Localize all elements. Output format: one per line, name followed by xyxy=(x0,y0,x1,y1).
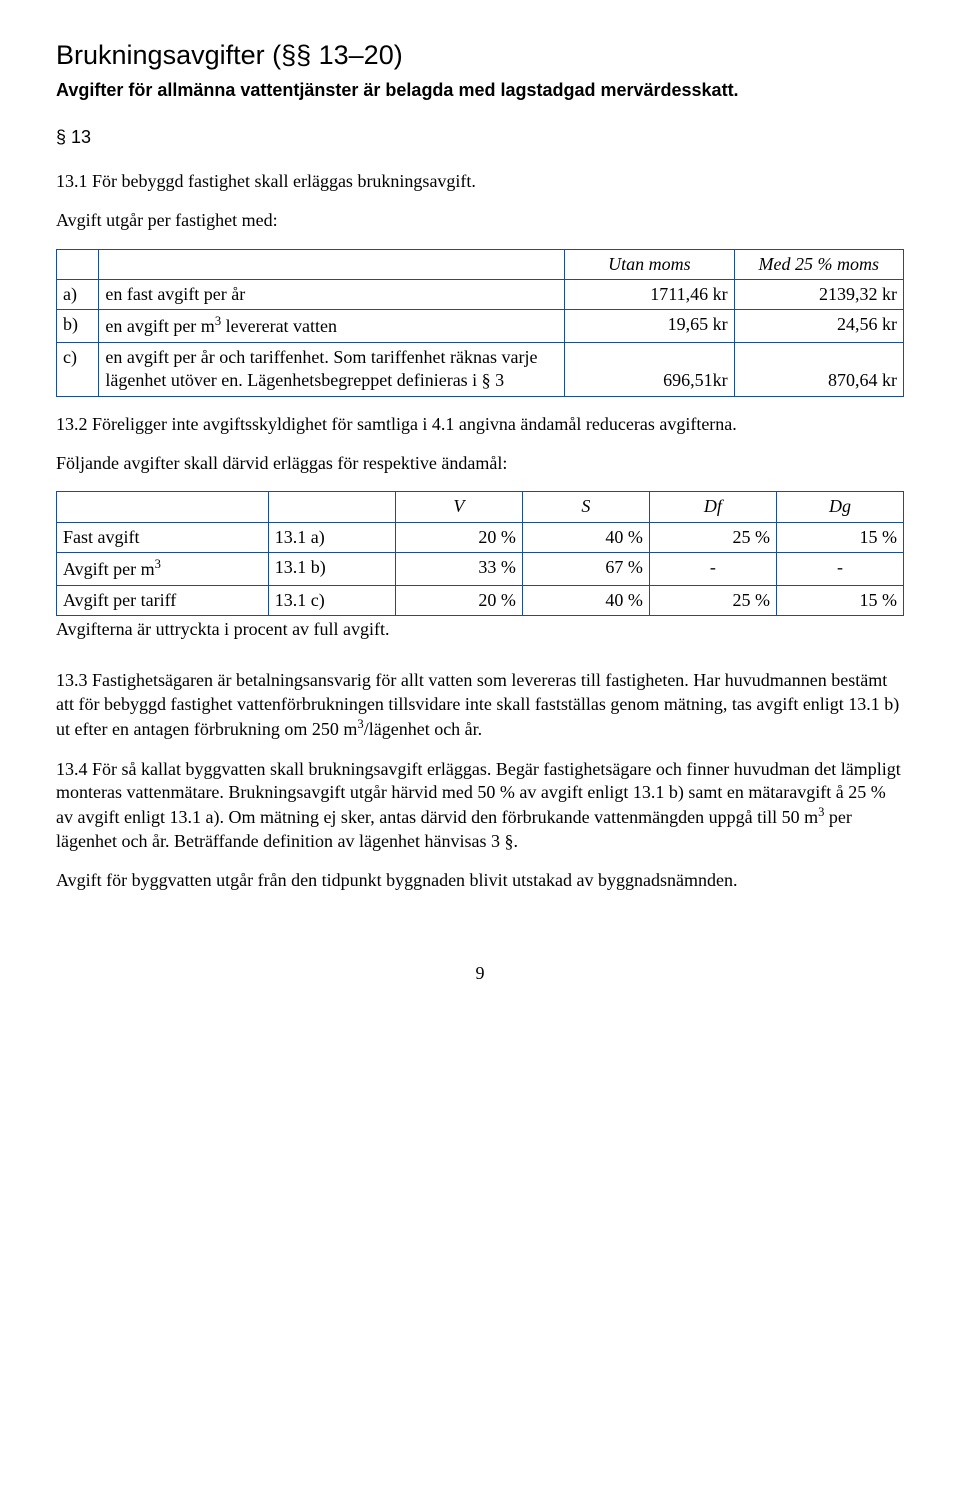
cell-value: 25 % xyxy=(649,522,776,552)
cell-value: 67 % xyxy=(522,553,649,585)
fee-table-1: Utan moms Med 25 % moms a) en fast avgif… xyxy=(56,249,904,397)
row-text: en avgift per m3 levererat vatten xyxy=(99,310,565,342)
row-ref: 13.1 a) xyxy=(268,522,395,552)
para-13-4: 13.4 För så kallat byggvatten skall bruk… xyxy=(56,758,904,854)
table-row: c) en avgift per år och tariffenhet. Som… xyxy=(57,342,904,396)
col-header-s: S xyxy=(522,492,649,522)
cell-value: 1711,46 kr xyxy=(565,280,734,310)
table-row: Utan moms Med 25 % moms xyxy=(57,249,904,279)
table-row: V S Df Dg xyxy=(57,492,904,522)
page-number: 9 xyxy=(56,962,904,985)
cell-value: 24,56 kr xyxy=(734,310,903,342)
row-text: en fast avgift per år xyxy=(99,280,565,310)
col-header-utan-moms: Utan moms xyxy=(565,249,734,279)
table-row: Fast avgift 13.1 a) 20 % 40 % 25 % 15 % xyxy=(57,522,904,552)
para-13-1: 13.1 För bebyggd fastighet skall erlägga… xyxy=(56,170,904,193)
cell-value: 15 % xyxy=(776,522,903,552)
row-label: Avgift per tariff xyxy=(57,585,269,615)
para-foljande: Följande avgifter skall därvid erläggas … xyxy=(56,452,904,475)
cell-value: - xyxy=(649,553,776,585)
row-label: Avgift per m3 xyxy=(57,553,269,585)
cell-value: 40 % xyxy=(522,585,649,615)
table-row: Avgift per tariff 13.1 c) 20 % 40 % 25 %… xyxy=(57,585,904,615)
subtitle: Avgifter för allmänna vattentjänster är … xyxy=(56,79,904,102)
row-label: a) xyxy=(57,280,99,310)
row-label: c) xyxy=(57,342,99,396)
para-13-intro: Avgift utgår per fastighet med: xyxy=(56,209,904,232)
cell-value: 15 % xyxy=(776,585,903,615)
cell-value: 19,65 kr xyxy=(565,310,734,342)
row-ref: 13.1 c) xyxy=(268,585,395,615)
para-byggvatten: Avgift för byggvatten utgår från den tid… xyxy=(56,869,904,892)
page-title: Brukningsavgifter (§§ 13–20) xyxy=(56,38,904,73)
cell-value: 40 % xyxy=(522,522,649,552)
cell-value: 33 % xyxy=(395,553,522,585)
cell-value: 20 % xyxy=(395,585,522,615)
cell-value: - xyxy=(776,553,903,585)
row-label: b) xyxy=(57,310,99,342)
cell-value: 25 % xyxy=(649,585,776,615)
row-text: en avgift per år och tariffenhet. Som ta… xyxy=(99,342,565,396)
row-ref: 13.1 b) xyxy=(268,553,395,585)
col-header-dg: Dg xyxy=(776,492,903,522)
cell-value: 696,51kr xyxy=(565,342,734,396)
cell-value: 20 % xyxy=(395,522,522,552)
cell-value: 870,64 kr xyxy=(734,342,903,396)
fee-table-2: V S Df Dg Fast avgift 13.1 a) 20 % 40 % … xyxy=(56,491,904,616)
table-row: Avgift per m3 13.1 b) 33 % 67 % - - xyxy=(57,553,904,585)
col-header-df: Df xyxy=(649,492,776,522)
cell-value: 2139,32 kr xyxy=(734,280,903,310)
table-row: a) en fast avgift per år 1711,46 kr 2139… xyxy=(57,280,904,310)
para-13-2: 13.2 Föreligger inte avgiftsskyldighet f… xyxy=(56,413,904,436)
para-13-3: 13.3 Fastighetsägaren är betalningsansva… xyxy=(56,669,904,741)
table-row: b) en avgift per m3 levererat vatten 19,… xyxy=(57,310,904,342)
row-label: Fast avgift xyxy=(57,522,269,552)
para-percent-note: Avgifterna är uttryckta i procent av ful… xyxy=(56,618,904,641)
col-header-v: V xyxy=(395,492,522,522)
col-header-med-moms: Med 25 % moms xyxy=(734,249,903,279)
section-number-13: § 13 xyxy=(56,126,904,149)
